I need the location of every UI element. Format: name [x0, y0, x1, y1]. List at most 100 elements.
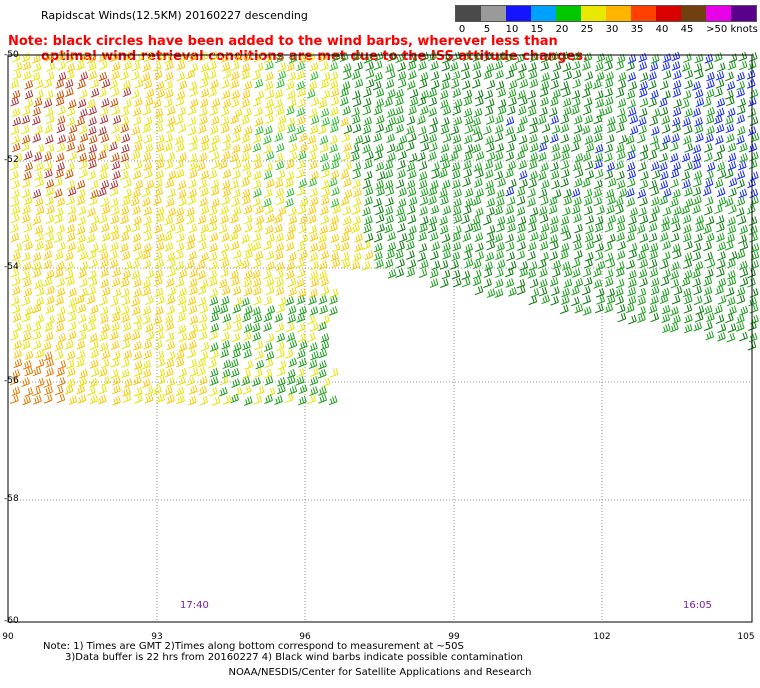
wind-barb: [230, 269, 239, 280]
wind-barb: [593, 279, 603, 289]
wind-barb: [672, 249, 682, 260]
wind-barb: [164, 142, 173, 152]
wind-barb: [210, 312, 220, 323]
wind-barb: [200, 187, 209, 197]
wind-barb: [131, 89, 140, 99]
wind-barb: [529, 142, 539, 153]
wind-barb: [472, 143, 482, 154]
wind-barb: [650, 89, 659, 100]
wind-barb: [21, 233, 30, 244]
wind-barb: [208, 269, 218, 280]
wind-barb: [101, 204, 111, 215]
wind-barb: [242, 161, 251, 172]
wind-barb: [76, 143, 86, 153]
wind-barb: [120, 70, 129, 81]
wind-barb: [453, 188, 462, 199]
wind-barb: [220, 214, 229, 225]
wind-barb: [189, 268, 198, 278]
wind-barb: [549, 96, 559, 107]
wind-barb: [153, 315, 162, 325]
wind-barb: [519, 143, 529, 153]
wind-barb: [626, 197, 636, 207]
wind-barb: [188, 188, 198, 199]
wind-barb: [68, 213, 77, 223]
wind-barb: [10, 232, 20, 243]
credit-line: NOAA/NESDIS/Center for Satellite Applica…: [228, 667, 532, 678]
wind-barb: [518, 170, 528, 180]
wind-barb: [508, 62, 518, 73]
wind-barb: [155, 52, 165, 63]
wind-barb: [286, 332, 296, 342]
wind-barb: [208, 222, 218, 233]
wind-barb: [13, 340, 22, 350]
wind-barb: [199, 51, 209, 62]
wind-barb: [166, 350, 176, 361]
wind-barb: [472, 269, 482, 280]
wind-barb: [65, 87, 74, 97]
wind-barb: [684, 198, 694, 208]
wind-barb: [110, 206, 120, 216]
wind-barb: [209, 260, 218, 271]
wind-barb: [352, 51, 362, 62]
wind-barb: [119, 242, 129, 253]
wind-barb: [735, 322, 745, 332]
wind-barb: [318, 52, 328, 63]
wind-barb: [210, 186, 220, 196]
wind-barb: [252, 277, 262, 288]
wind-barb: [683, 259, 692, 269]
wind-barb: [45, 186, 55, 197]
wind-barb: [474, 207, 484, 217]
wind-barb: [728, 204, 737, 215]
wind-barb: [363, 87, 372, 98]
wind-barb: [486, 142, 495, 153]
wind-barb: [396, 241, 405, 252]
wind-barb: [318, 270, 328, 280]
wind-barb: [584, 205, 593, 216]
wind-barb: [351, 223, 361, 234]
wind-barb: [242, 143, 252, 153]
wind-barb: [747, 178, 756, 189]
wind-barb: [220, 107, 230, 117]
wind-barb: [529, 133, 538, 144]
wind-barb: [539, 106, 548, 117]
wind-barb: [594, 61, 604, 72]
wind-barb: [604, 54, 613, 64]
wind-barb: [419, 196, 429, 206]
wind-barb: [582, 105, 592, 116]
wind-barb: [101, 376, 110, 386]
wind-barb: [89, 258, 98, 269]
lat-label: -60: [4, 616, 19, 626]
wind-barb: [287, 277, 297, 288]
wind-barb: [607, 214, 617, 225]
wind-barb: [626, 259, 636, 270]
wind-barb: [198, 330, 208, 341]
wind-barb: [285, 296, 295, 306]
wind-barb: [594, 152, 604, 163]
wind-barb: [12, 116, 22, 127]
wind-barb: [222, 321, 232, 332]
wind-barb: [22, 312, 31, 323]
wind-barb: [142, 197, 151, 207]
wind-barb: [693, 177, 702, 188]
legend-label: 30: [605, 24, 619, 35]
wind-barb: [197, 214, 207, 225]
wind-barb: [593, 132, 603, 143]
wind-barb: [604, 78, 614, 89]
warning-note-line-1: Note: black circles have been added to t…: [8, 34, 558, 49]
wind-barb: [716, 187, 726, 197]
wind-barb: [639, 151, 649, 161]
wind-barb: [604, 170, 614, 180]
wind-barb: [560, 242, 570, 253]
wind-barb: [354, 78, 364, 89]
wind-barb: [749, 225, 758, 235]
wind-barb: [352, 178, 361, 189]
wind-barb: [133, 134, 143, 144]
wind-barb: [34, 125, 43, 135]
wind-barb: [375, 213, 385, 224]
wind-barb: [572, 69, 582, 80]
wind-barb: [241, 70, 250, 80]
wind-barb: [178, 80, 188, 90]
wind-barb: [200, 71, 209, 81]
wind-barb: [616, 170, 625, 181]
lon-label: 90: [2, 632, 14, 642]
